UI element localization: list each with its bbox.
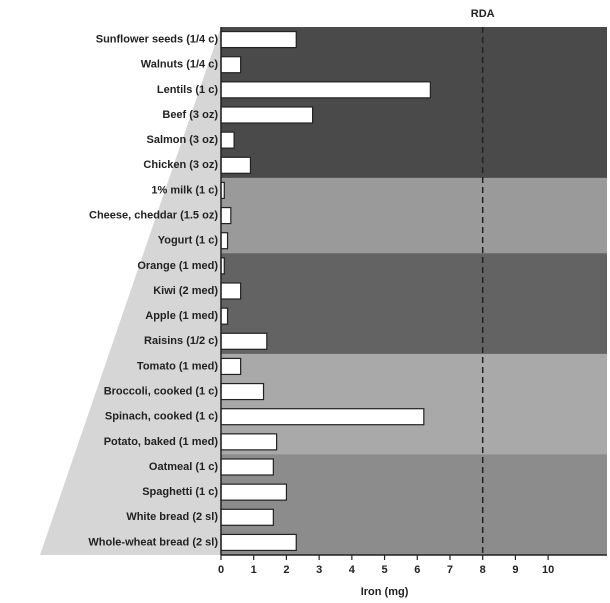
y-tick-label: Potato, baked (1 med) xyxy=(104,436,219,448)
bar xyxy=(221,384,264,400)
bar xyxy=(221,308,228,324)
bar xyxy=(221,233,228,249)
y-tick-label: Broccoli, cooked (1 c) xyxy=(104,385,219,397)
x-tick-label: 7 xyxy=(447,564,453,576)
y-tick-label: Apple (1 med) xyxy=(145,310,218,322)
bar xyxy=(221,208,231,224)
bar xyxy=(221,409,424,425)
group-band xyxy=(221,278,607,304)
x-tick-label: 2 xyxy=(283,564,289,576)
y-tick-label: Orange (1 med) xyxy=(137,260,218,272)
x-axis-title: Iron (mg) xyxy=(361,586,409,598)
y-tick-label: Whole-wheat bread (2 sl) xyxy=(88,536,218,548)
group-band xyxy=(221,304,607,330)
bar xyxy=(221,484,286,500)
group-band xyxy=(221,379,607,405)
x-tick-label: 10 xyxy=(542,564,554,576)
x-tick-label: 5 xyxy=(381,564,387,576)
bar xyxy=(221,157,250,173)
group-band xyxy=(221,203,607,229)
bar xyxy=(221,132,234,148)
y-tick-label: Lentils (1 c) xyxy=(157,84,218,96)
y-tick-label: Tomato (1 med) xyxy=(137,360,218,372)
bar xyxy=(221,333,267,349)
bar xyxy=(221,358,241,374)
y-tick-label: Kiwi (2 med) xyxy=(153,285,218,297)
y-tick-label: Oatmeal (1 c) xyxy=(149,461,218,473)
group-band xyxy=(221,429,607,455)
x-tick-label: 6 xyxy=(414,564,420,576)
y-tick-label: White bread (2 sl) xyxy=(126,511,218,523)
x-tick-label: 1 xyxy=(251,564,257,576)
reference-label: RDA xyxy=(471,8,495,20)
x-tick-label: 8 xyxy=(480,564,486,576)
group-band xyxy=(221,505,607,531)
bar xyxy=(221,434,277,450)
group-band xyxy=(221,128,607,154)
group-band xyxy=(221,454,607,480)
group-band xyxy=(221,354,607,380)
bar xyxy=(221,459,273,475)
y-tick-label: Spinach, cooked (1 c) xyxy=(105,411,218,423)
group-band xyxy=(221,52,607,78)
bar xyxy=(221,283,241,299)
group-band xyxy=(221,228,607,254)
bar xyxy=(221,32,296,48)
y-tick-label: Yogurt (1 c) xyxy=(158,235,219,247)
bar xyxy=(221,509,273,525)
y-tick-label: Beef (3 oz) xyxy=(162,109,218,121)
y-tick-label: 1% milk (1 c) xyxy=(151,184,218,196)
group-band xyxy=(221,153,607,179)
x-tick-label: 4 xyxy=(349,564,356,576)
y-tick-label: Spaghetti (1 c) xyxy=(142,486,218,498)
y-tick-label: Sunflower seeds (1/4 c) xyxy=(96,33,219,45)
x-tick-label: 0 xyxy=(218,564,224,576)
x-tick-label: 3 xyxy=(316,564,322,576)
group-band xyxy=(221,253,607,279)
y-tick-label: Walnuts (1/4 c) xyxy=(141,59,219,71)
y-tick-label: Raisins (1/2 c) xyxy=(144,335,218,347)
bar xyxy=(221,82,430,98)
bar xyxy=(221,534,296,550)
y-tick-label: Salmon (3 oz) xyxy=(146,134,218,146)
bar xyxy=(221,107,313,123)
x-tick-label: 9 xyxy=(512,564,518,576)
group-band xyxy=(221,178,607,204)
y-tick-label: Chicken (3 oz) xyxy=(143,159,218,171)
group-band xyxy=(221,329,607,355)
y-tick-label: Cheese, cheddar (1.5 oz) xyxy=(89,209,218,221)
chart: RDA Sunflower seeds (1/4 c) Walnuts (1/4 c… xyxy=(0,0,610,603)
bar xyxy=(221,57,241,73)
